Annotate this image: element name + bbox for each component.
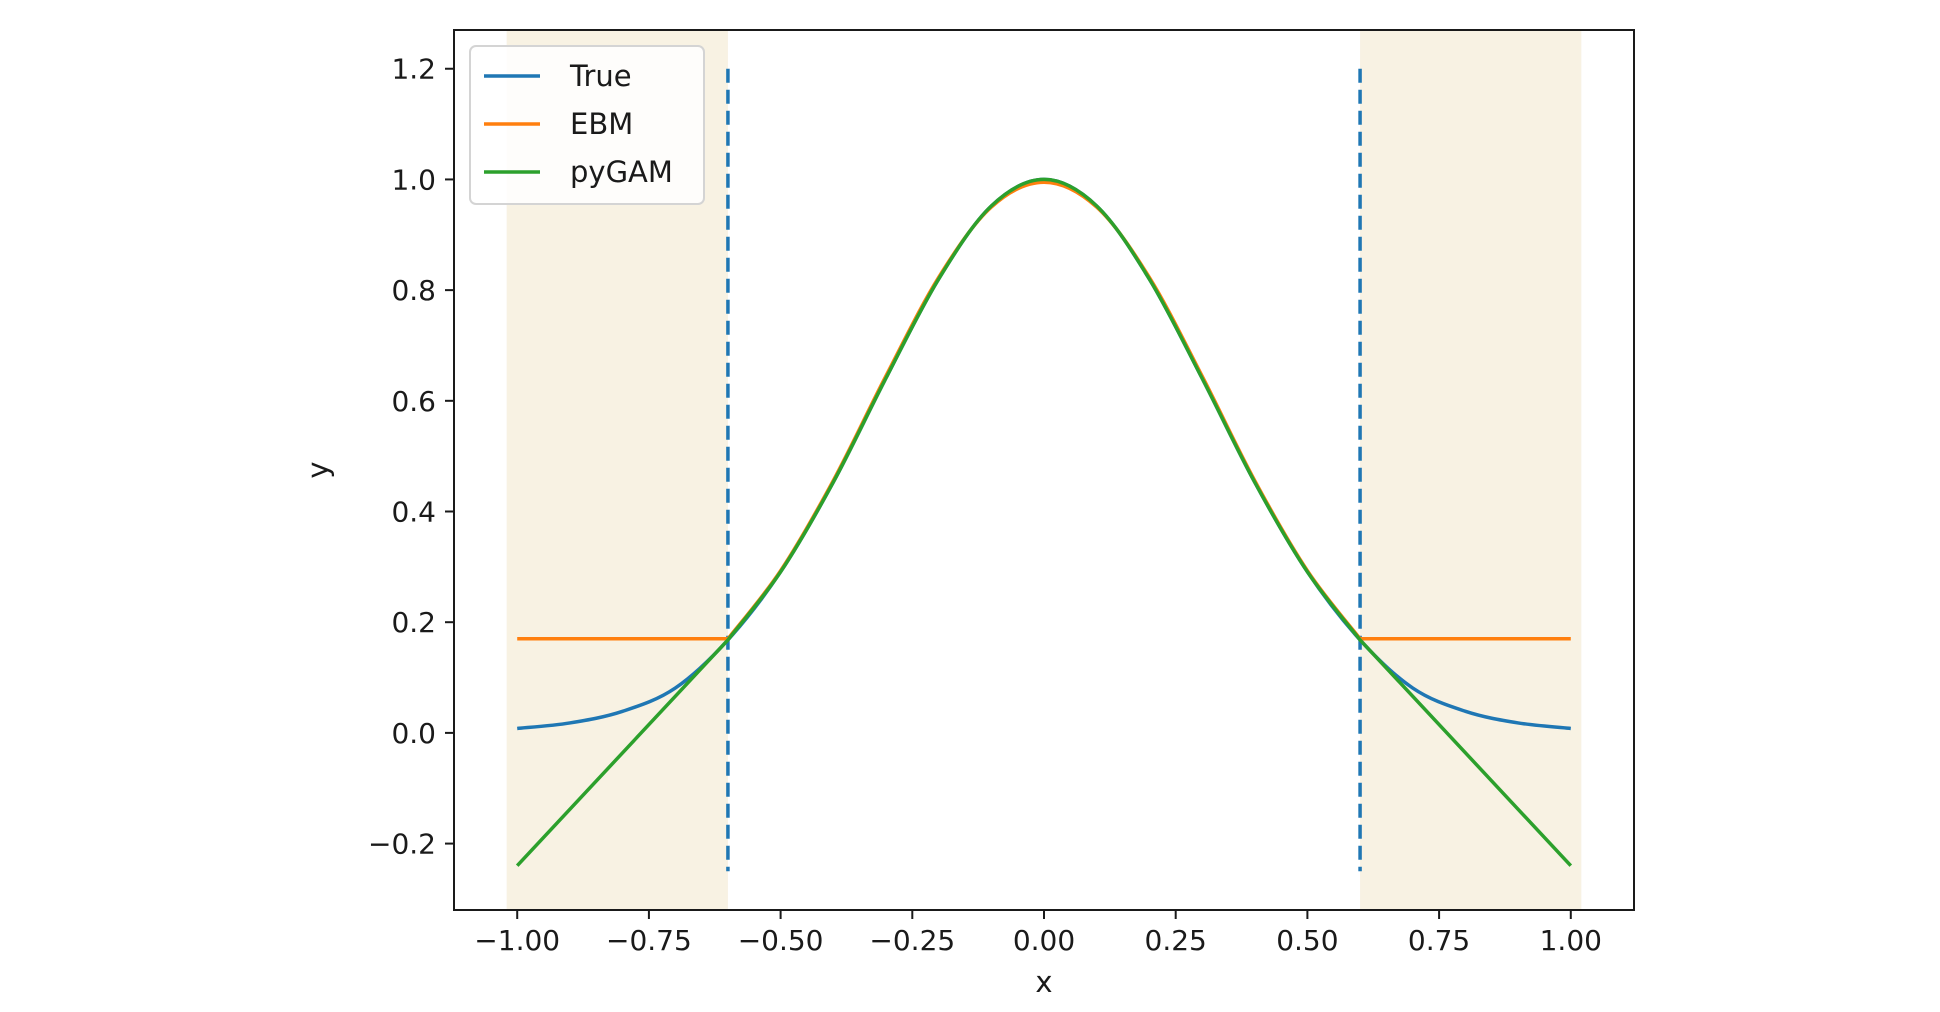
legend-label-true: True <box>569 59 632 93</box>
y-tick-label: 0.0 <box>391 717 436 750</box>
figure: −1.00 −0.75 −0.50 −0.25 0.00 0.25 0.50 0.75 1.00… <box>288 22 1644 1012</box>
x-tick-label: −0.75 <box>606 924 692 957</box>
y-axis-ticks: −0.2 0.0 0.2 0.4 0.6 0.8 1.0 1.2 <box>368 53 454 861</box>
y-tick-label: 1.0 <box>391 163 436 196</box>
y-tick-label: 1.2 <box>391 53 436 86</box>
line-chart: −1.00 −0.75 −0.50 −0.25 0.00 0.25 0.50 0.75 1.00… <box>301 29 1635 999</box>
y-axis-label: y <box>301 461 335 478</box>
legend-label-ebm: EBM <box>570 107 633 141</box>
x-tick-label: −1.00 <box>474 924 560 957</box>
legend-box <box>469 45 705 205</box>
x-axis-label: x <box>1035 965 1052 999</box>
shaded-region-1 <box>1360 30 1582 910</box>
y-tick-label: 0.2 <box>391 606 436 639</box>
x-tick-label: 1.00 <box>1540 924 1602 957</box>
y-tick-label: 0.8 <box>391 274 436 307</box>
legend-label-pygam: pyGAM <box>570 155 673 189</box>
x-tick-label: −0.50 <box>738 924 824 957</box>
y-tick-label: 0.4 <box>391 496 436 529</box>
x-tick-label: 0.00 <box>1013 924 1075 957</box>
y-tick-label: 0.6 <box>391 385 436 418</box>
x-tick-label: −0.25 <box>869 924 955 957</box>
reference-lines <box>726 68 1362 872</box>
x-tick-label: 0.75 <box>1408 924 1470 957</box>
x-tick-label: 0.25 <box>1145 924 1207 957</box>
series-lines <box>515 177 1573 867</box>
x-axis-ticks: −1.00 −0.75 −0.50 −0.25 0.00 0.25 0.50 0.75 1.00 <box>474 910 1602 957</box>
legend[interactable]: True EBM pyGAM <box>469 45 705 205</box>
series-line-pygam <box>515 177 1573 867</box>
x-tick-label: 0.50 <box>1276 924 1338 957</box>
y-tick-label: −0.2 <box>368 828 436 861</box>
